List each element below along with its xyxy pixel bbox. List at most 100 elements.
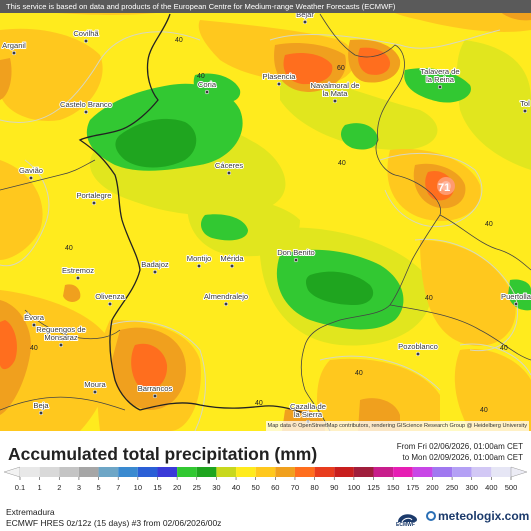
scale-swatch bbox=[393, 467, 413, 477]
city-label: Barrancos bbox=[138, 384, 173, 393]
scale-tick-label: 1 bbox=[38, 483, 42, 492]
scale-tick-label: 150 bbox=[387, 483, 400, 492]
scale-swatch bbox=[471, 467, 492, 477]
city-label: Castelo Branco bbox=[60, 100, 112, 109]
city-dot-icon bbox=[204, 89, 210, 95]
city-label: Covilhã bbox=[73, 29, 99, 38]
city-label: Almendralejo bbox=[204, 292, 248, 301]
scale-swatch bbox=[157, 467, 178, 477]
region-name: Extremadura bbox=[6, 507, 55, 517]
precip-field-15-20 bbox=[115, 118, 374, 305]
contour-label: 40 bbox=[355, 370, 363, 377]
city-label: la Sierra bbox=[294, 410, 323, 419]
city-dot-icon bbox=[437, 84, 443, 90]
city-dot-icon bbox=[415, 351, 421, 357]
city-dot-icon bbox=[152, 269, 158, 275]
scale-swatch bbox=[314, 467, 335, 477]
city-dot-icon bbox=[92, 389, 98, 395]
scale-tick-label: 20 bbox=[173, 483, 181, 492]
city-dot-icon bbox=[91, 200, 97, 206]
city-label: Pozoblanco bbox=[398, 342, 438, 351]
scale-tick-label: 90 bbox=[330, 483, 338, 492]
contour-label: 40 bbox=[197, 73, 205, 80]
scale-swatch bbox=[118, 467, 138, 477]
scale-tick-label: 25 bbox=[193, 483, 201, 492]
contour-label-group: 40 40 40 40 40 40 40 40 40 40 60 40 bbox=[30, 37, 508, 414]
city-dot-icon bbox=[152, 393, 158, 399]
city-label: Navalmoral de bbox=[311, 81, 360, 90]
contour-label: 40 bbox=[485, 221, 493, 228]
scale-swatch bbox=[491, 467, 511, 477]
scale-tick-label: 5 bbox=[96, 483, 100, 492]
city-dot-icon bbox=[229, 263, 235, 269]
contour-label: 40 bbox=[425, 295, 433, 302]
city-dot-icon bbox=[75, 275, 81, 281]
map-attribution[interactable]: Map data © OpenStreetMap contributors, r… bbox=[265, 421, 529, 431]
city-dot-icon bbox=[293, 257, 299, 263]
scale-swatch bbox=[39, 467, 60, 477]
scale-tick-label: 100 bbox=[348, 483, 361, 492]
scale-swatch bbox=[275, 467, 295, 477]
city-dot-icon bbox=[522, 108, 528, 114]
city-label: Portalegre bbox=[76, 191, 111, 200]
contour-label: 40 bbox=[65, 245, 73, 252]
scale-swatch bbox=[255, 467, 276, 477]
scale-swatch bbox=[20, 467, 40, 477]
contour-label: 40 bbox=[338, 160, 346, 167]
scale-tick-label: 200 bbox=[426, 483, 439, 492]
scale-swatch bbox=[59, 467, 79, 477]
scale-swatch bbox=[177, 467, 197, 477]
precip-max-inner bbox=[441, 181, 451, 191]
scale-swatch bbox=[216, 467, 237, 477]
city-label: la Mata bbox=[323, 89, 349, 98]
contour-label: 40 bbox=[175, 37, 183, 44]
max-value-label: 71 bbox=[438, 182, 450, 194]
city-label: Don Benito bbox=[277, 248, 315, 257]
city-label: Puertolla bbox=[501, 292, 531, 301]
scale-tick-label: 10 bbox=[134, 483, 142, 492]
scale-tick-label: 0.1 bbox=[15, 483, 25, 492]
city-dot-icon bbox=[83, 38, 89, 44]
contour-label: 40 bbox=[255, 400, 263, 407]
scale-tick-label: 7 bbox=[116, 483, 120, 492]
scale-swatch bbox=[353, 467, 374, 477]
legend-title: Accumulated total precipitation (mm) bbox=[8, 444, 318, 464]
scale-swatch bbox=[236, 467, 256, 477]
scale-swatch bbox=[196, 467, 217, 477]
city-dot-icon bbox=[58, 342, 64, 348]
contour-lines bbox=[0, 29, 531, 431]
meteologix-text: meteologix.com bbox=[438, 509, 530, 523]
city-dot-icon bbox=[31, 322, 37, 328]
city-dot-icon bbox=[276, 81, 282, 87]
scale-tick-label: 15 bbox=[153, 483, 161, 492]
meteologix-logo[interactable]: meteologix.com bbox=[426, 509, 529, 523]
city-label: Montijo bbox=[187, 254, 211, 263]
city-label: Badajoz bbox=[141, 260, 169, 269]
scale-swatch bbox=[78, 467, 99, 477]
city-dot-icon bbox=[28, 175, 34, 181]
period-from: From Fri 02/06/2026, 01:00am CET bbox=[396, 442, 523, 451]
scale-tick-label: 2 bbox=[57, 483, 61, 492]
scale-tick-label: 400 bbox=[485, 483, 498, 492]
contour-label: 40 bbox=[500, 345, 508, 352]
region-borders bbox=[0, 13, 531, 431]
scale-swatch bbox=[432, 467, 453, 477]
city-label: Reguengos de bbox=[36, 325, 85, 334]
scale-tick-label: 500 bbox=[505, 483, 518, 492]
city-dot-icon bbox=[226, 170, 232, 176]
meteologix-icon bbox=[426, 511, 436, 521]
scale-arrow-left bbox=[3, 466, 21, 478]
city-label: Arganil bbox=[2, 41, 26, 50]
period-to: to Mon 02/09/2026, 01:00am CET bbox=[402, 453, 523, 462]
model-info: ECMWF HRES 0z/12z (15 days) #3 from 02/0… bbox=[6, 518, 222, 528]
country-borders bbox=[78, 13, 311, 416]
ecmwf-logo-icon bbox=[398, 514, 417, 523]
city-label: Olivenza bbox=[95, 292, 125, 301]
precipitation-map[interactable]: 40 40 40 40 40 40 40 40 40 40 60 40 71 C… bbox=[0, 0, 531, 431]
city-label: Monsaraz bbox=[44, 333, 78, 342]
city-label: Cazalla de bbox=[290, 402, 326, 411]
data-disclaimer: This service is based on data and produc… bbox=[0, 0, 531, 13]
scale-tick-label: 175 bbox=[407, 483, 420, 492]
scale-swatch bbox=[294, 467, 315, 477]
